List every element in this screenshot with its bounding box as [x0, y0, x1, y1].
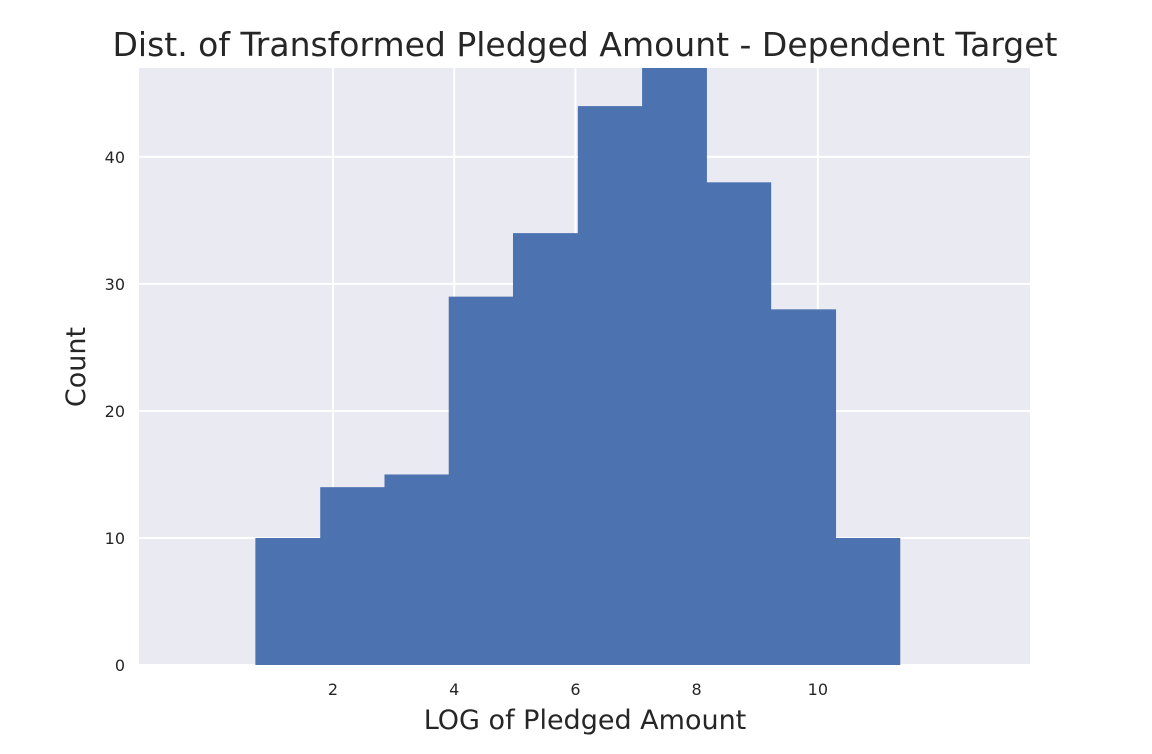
- histogram-bar: [512, 233, 579, 665]
- x-tick-label: 8: [692, 680, 702, 699]
- histogram-bar: [577, 106, 643, 665]
- y-axis-label: Count: [61, 327, 92, 407]
- y-tick-label: 20: [105, 402, 125, 421]
- x-tick-label: 10: [808, 680, 828, 699]
- histogram-bar: [835, 537, 901, 665]
- x-axis-label: LOG of Pledged Amount: [424, 705, 747, 736]
- histogram-bar: [255, 537, 321, 665]
- x-tick-label: 2: [328, 680, 338, 699]
- histogram-bars: [255, 68, 901, 665]
- chart-title: Dist. of Transformed Pledged Amount - De…: [112, 25, 1057, 64]
- y-tick-label: 40: [105, 148, 125, 167]
- histogram-bar: [384, 474, 450, 665]
- x-tick-label: 6: [570, 680, 580, 699]
- tick-labels: 2 4 6 8 10 0 10 20 30 40: [105, 148, 828, 699]
- x-tick-label: 4: [449, 680, 459, 699]
- histogram-bar: [448, 296, 514, 665]
- y-tick-label: 10: [105, 529, 125, 548]
- y-tick-label: 0: [115, 656, 125, 675]
- histogram-bar: [642, 68, 707, 665]
- y-tick-label: 30: [105, 275, 125, 294]
- histogram-bar: [320, 487, 386, 665]
- histogram-bar: [706, 182, 772, 665]
- histogram-bar: [770, 309, 837, 665]
